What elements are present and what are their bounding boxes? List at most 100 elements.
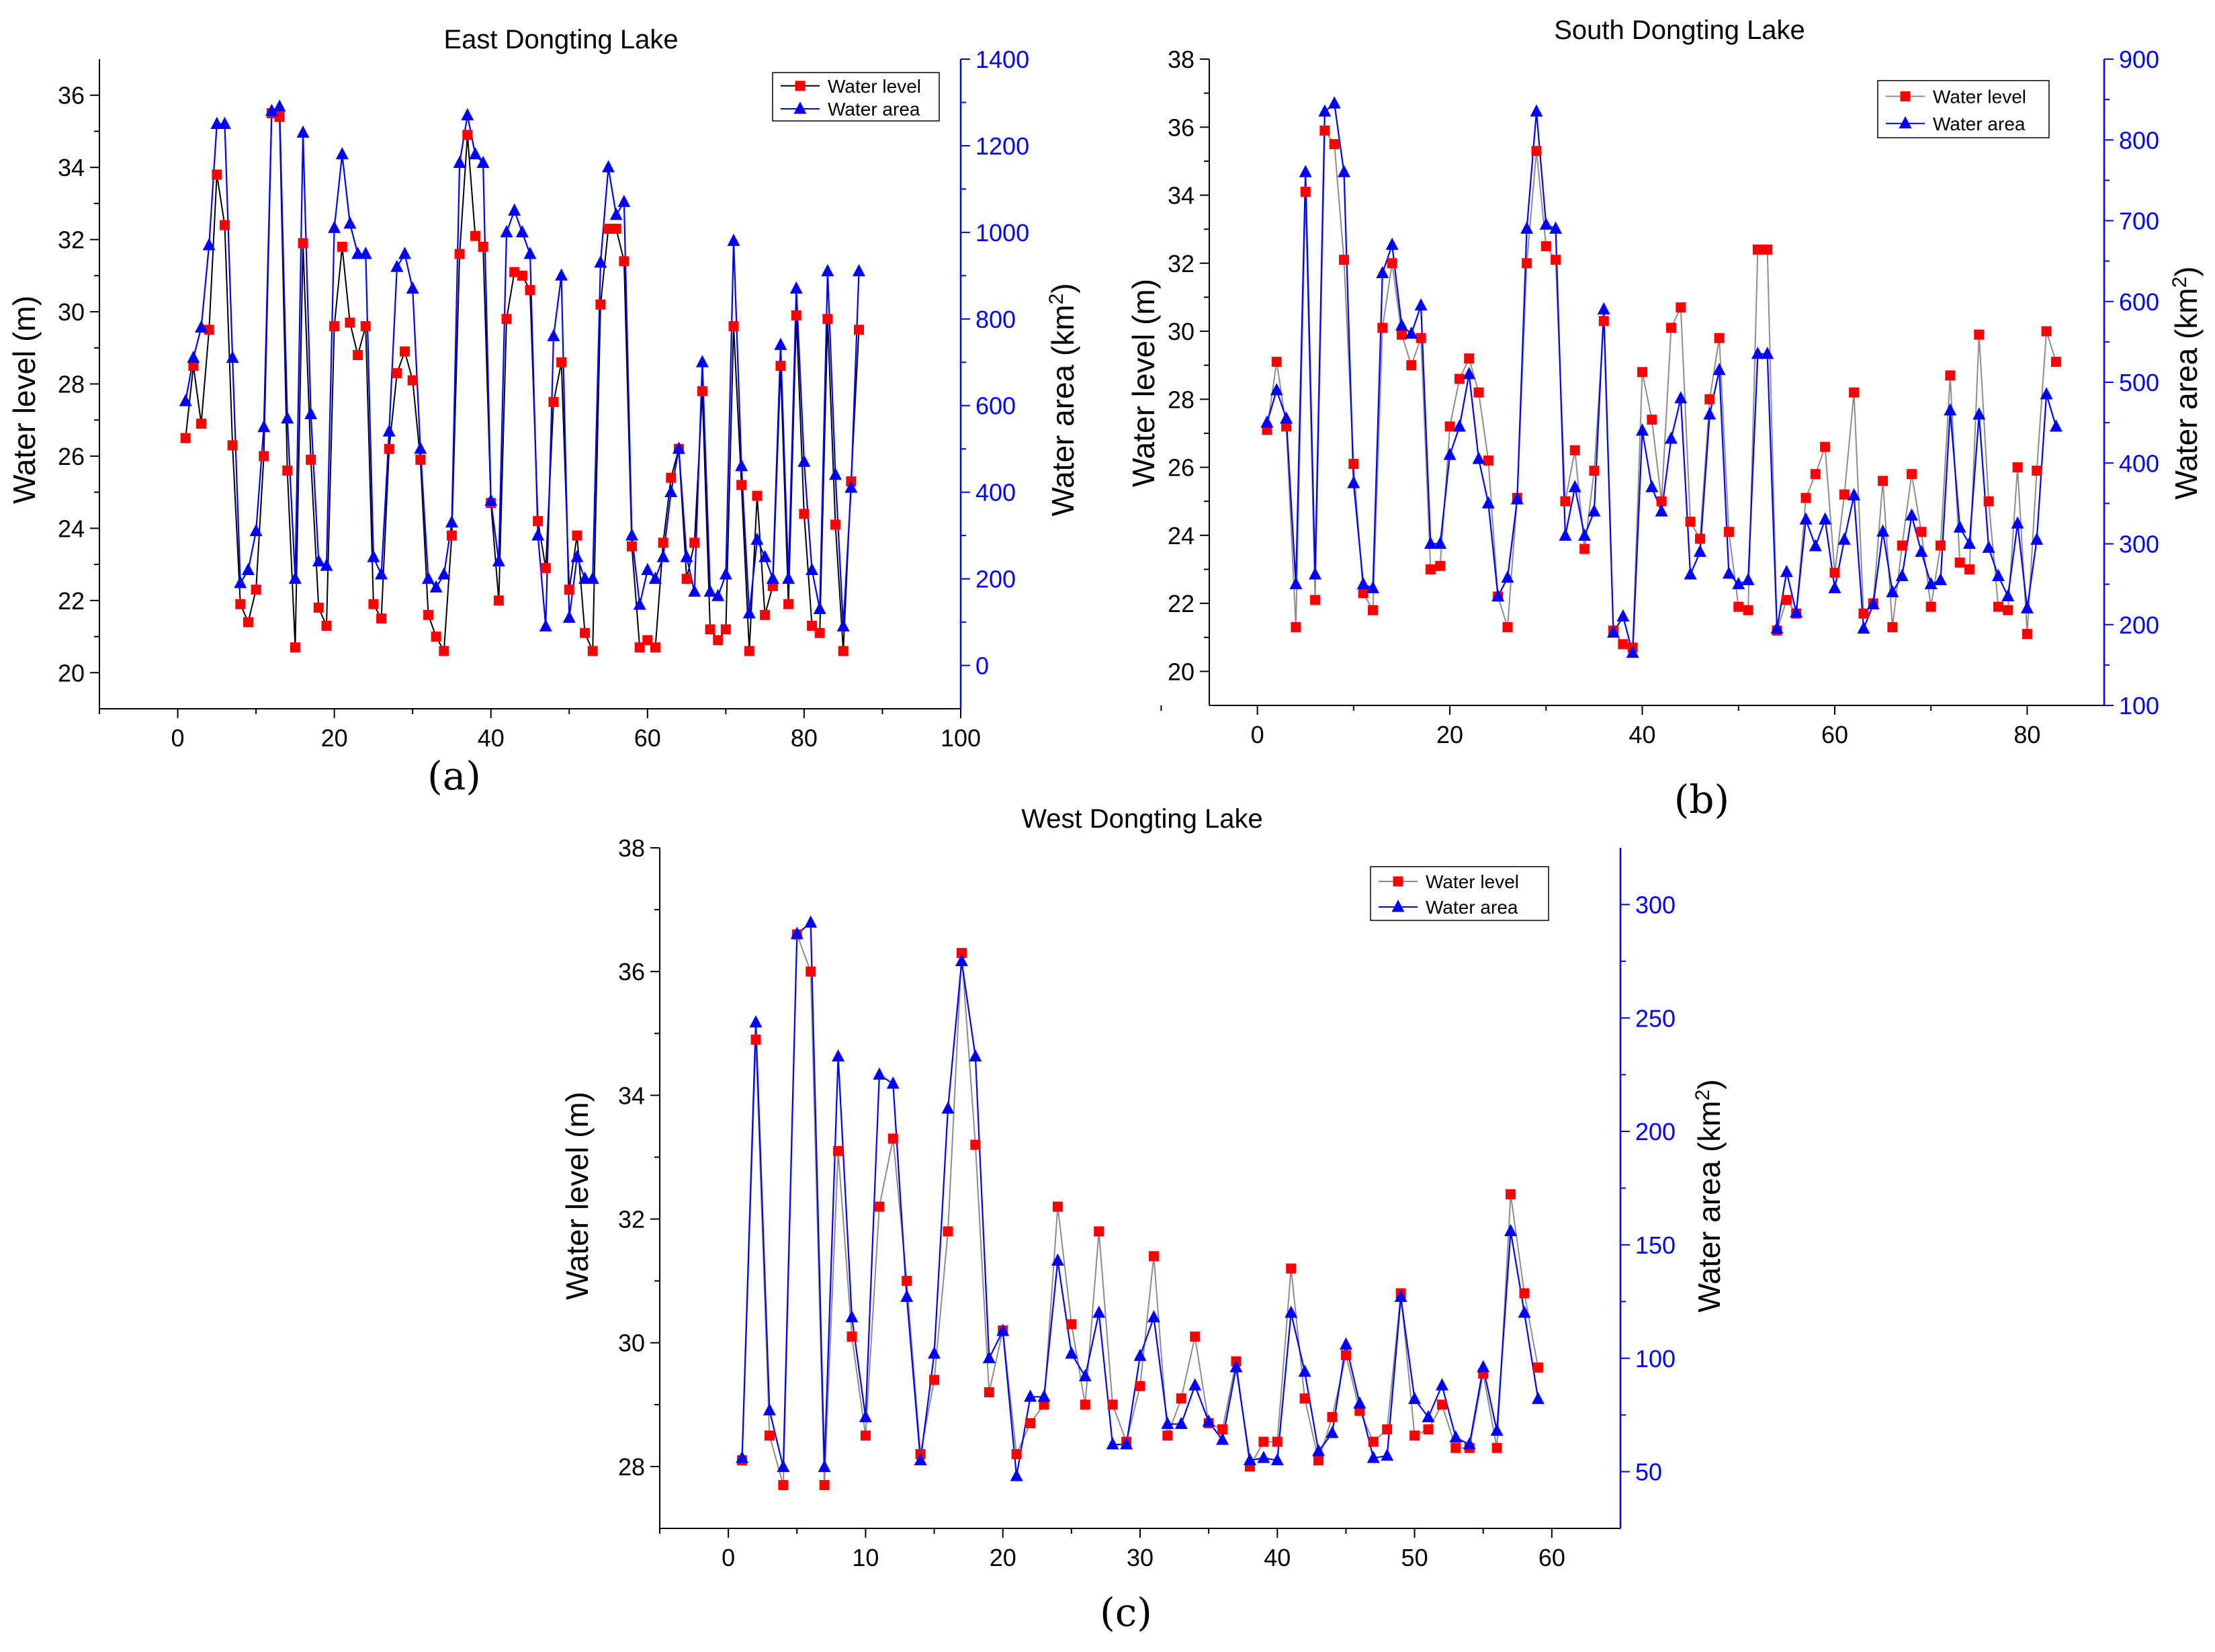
water-level-point (407, 375, 418, 386)
water-area-point (1481, 496, 1495, 509)
water-level-point (1367, 605, 1378, 615)
water-level-point (1810, 469, 1821, 480)
x-tick-label: 20 (1436, 721, 1463, 748)
water-level-point (1519, 1288, 1530, 1299)
water-area-point (226, 350, 239, 363)
water-level-point (627, 541, 638, 552)
chart-title: East Dongting Lake (443, 25, 678, 54)
water-level-point (1025, 1418, 1036, 1428)
water-area-point (281, 411, 294, 424)
water-area-point (1299, 165, 1312, 177)
water-area-point (1501, 570, 1514, 583)
y2-axis-label: Water area (km2) (2169, 266, 2204, 499)
water-level-point (1532, 1362, 1543, 1373)
water-level-point (728, 321, 739, 332)
water-level-point (1637, 367, 1648, 378)
water-area-point (1819, 512, 1832, 525)
water-area-point (1490, 1423, 1504, 1436)
water-level-point (1425, 564, 1436, 574)
panel-label: (a) (427, 753, 481, 799)
water-level-point (1393, 876, 1403, 887)
water-level-point (368, 599, 379, 609)
water-area-point (1616, 609, 1630, 622)
water-level-point (902, 1276, 912, 1287)
water-area-point (609, 208, 623, 220)
water-area-point (1531, 1391, 1545, 1404)
water-level-point (1299, 1393, 1310, 1404)
water-level-point (1887, 622, 1898, 633)
water-level-point (525, 285, 535, 296)
water-level-point (1878, 476, 1888, 486)
water-level-point (1647, 415, 1657, 425)
water-area-point (711, 589, 725, 601)
water-level-point (650, 642, 660, 653)
water-area-point (320, 558, 333, 571)
water-area-point (941, 1101, 955, 1114)
y2-tick-label: 800 (975, 306, 1016, 333)
water-area-point (218, 116, 231, 130)
chart-panel-south: South Dongting Lake 0 20 40 60 80 20 22 24 26 28 3… (1126, 15, 2204, 822)
water-level-point (1217, 1424, 1228, 1435)
water-area-point (797, 454, 811, 467)
water-area-point (1504, 1223, 1518, 1236)
x-tick-label: 80 (2013, 721, 2040, 748)
water-area-point (742, 606, 756, 619)
water-area-point (2011, 516, 2024, 529)
water-area-point (625, 528, 639, 541)
water-level-point (1135, 1381, 1145, 1391)
water-area-point (804, 915, 818, 928)
water-level-point (1897, 540, 1907, 551)
water-level-point (642, 635, 653, 646)
water-level-point (1907, 469, 1917, 480)
water-area-point (187, 350, 200, 363)
water-area-point (1645, 480, 1659, 492)
water-area-point (1491, 589, 1505, 602)
water-level-point (345, 317, 355, 328)
water-area-point (1452, 419, 1466, 432)
water-level-point (415, 454, 426, 465)
water-level-point (1416, 333, 1426, 343)
x-tick-label: 100 (941, 724, 981, 752)
plot-area: 0 10 20 30 40 50 60 28 30 32 34 36 38 50 100 150 200 250 3… (618, 834, 1676, 1571)
water-level-point (1368, 1436, 1379, 1447)
water-level-point (595, 299, 606, 310)
legend: Water level Water area (1877, 80, 2050, 138)
legend-area-label: Water area (828, 99, 920, 120)
water-level-point (1423, 1424, 1434, 1435)
water-area-point (928, 1346, 941, 1359)
water-level-point (243, 617, 253, 627)
panel-label: (b) (1674, 777, 1729, 822)
water-area-point (343, 216, 357, 229)
water-area-point (602, 160, 615, 173)
water-area-point (1712, 363, 1726, 376)
x-tick-label: 60 (1538, 1544, 1565, 1571)
water-area-point (1449, 1430, 1463, 1443)
water-level-point (1396, 329, 1407, 340)
water-area-point (1866, 597, 1880, 610)
x-tick-label: 0 (171, 724, 185, 752)
water-level-point (713, 635, 724, 646)
water-level-point (807, 620, 818, 631)
y2-tick-label: 0 (975, 652, 989, 680)
water-area-point (1876, 524, 1890, 537)
water-area-point (539, 619, 552, 632)
water-level-point (446, 530, 457, 541)
water-level-point (611, 223, 621, 234)
water-area-point (1636, 423, 1649, 436)
water-level-point (1281, 421, 1292, 432)
water-level-point (681, 574, 692, 584)
water-area-point (1962, 536, 1976, 549)
water-area-point (969, 1049, 982, 1061)
y2-tick-label: 300 (1635, 891, 1676, 918)
water-level-point (1743, 605, 1753, 615)
water-area-point (641, 562, 654, 576)
water-level-point (1340, 1350, 1351, 1360)
water-area-point (1944, 403, 1957, 416)
x-tick-label: 40 (1628, 721, 1655, 748)
water-level-point (819, 1480, 830, 1491)
water-area-point (763, 1403, 776, 1416)
water-level-point (564, 584, 574, 595)
x-tick-label: 20 (990, 1544, 1016, 1571)
water-area-point (359, 247, 372, 259)
water-level-point (1839, 489, 1850, 500)
